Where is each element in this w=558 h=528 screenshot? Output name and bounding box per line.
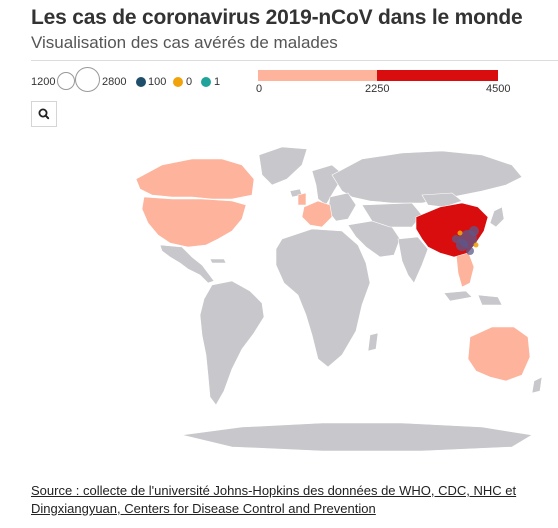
search-button[interactable] xyxy=(31,101,57,127)
dot-legend-swatch xyxy=(201,77,211,87)
source-note: Source : collecte de l'université Johns-… xyxy=(31,482,531,518)
color-scale-low xyxy=(258,70,377,81)
case-bubbles xyxy=(452,226,479,255)
color-scale-label-max: 4500 xyxy=(486,83,511,95)
page-subtitle: Visualisation des cas avérés de malades xyxy=(31,33,338,52)
color-scale-label-mid: 2250 xyxy=(365,83,390,95)
size-min-circle xyxy=(57,72,75,90)
land-no-data xyxy=(159,146,543,452)
color-scale-high xyxy=(377,70,498,81)
dot-legend-swatch xyxy=(173,77,183,87)
world-map[interactable] xyxy=(122,135,558,465)
dot-legend-label: 0 xyxy=(186,76,193,88)
dot-legend-label: 1 xyxy=(214,76,221,88)
case-bubble-accent xyxy=(457,230,463,236)
search-icon xyxy=(38,108,50,120)
color-scale-label-min: 0 xyxy=(256,83,263,95)
case-bubble xyxy=(452,235,460,243)
size-min-label: 1200 xyxy=(31,76,56,88)
size-max-circle xyxy=(75,67,100,92)
case-bubble xyxy=(456,239,468,251)
land-low-cases xyxy=(135,158,531,382)
dot-legend-swatch xyxy=(136,77,146,87)
case-bubble-accent xyxy=(473,242,479,248)
case-bubble xyxy=(469,226,479,236)
page-title: Les cas de coronavirus 2019-nCoV dans le… xyxy=(31,6,523,29)
source-text: Source : collecte de l'université Johns-… xyxy=(31,483,517,516)
header-divider xyxy=(31,60,558,61)
source-link[interactable]: Centers for Disease Control and Preventi… xyxy=(124,501,376,516)
size-max-label: 2800 xyxy=(102,76,127,88)
case-bubble xyxy=(466,247,474,255)
dot-legend-label: 100 xyxy=(148,76,167,88)
